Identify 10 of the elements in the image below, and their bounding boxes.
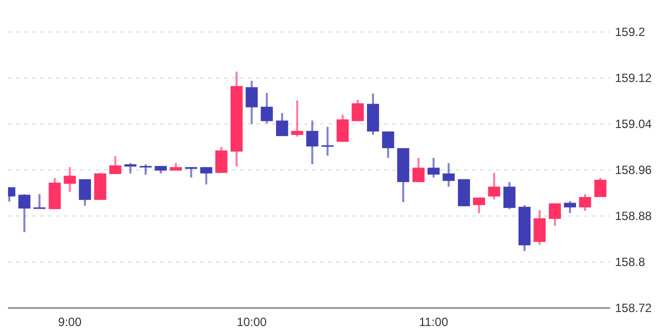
x-tick-label: 9:00 (58, 315, 82, 329)
y-tick-label: 158.72 (615, 301, 652, 316)
y-tick-label: 159.2 (615, 25, 646, 40)
x-tick-label: 11:00 (419, 315, 448, 329)
x-tick-label: 10:00 (236, 315, 268, 329)
y-tick-label: 158.88 (615, 209, 652, 224)
y-tick-label: 159.04 (615, 117, 652, 132)
y-tick-label: 158.96 (615, 163, 652, 178)
y-tick-label: 159.12 (615, 71, 652, 86)
y-tick-label: 158.8 (615, 255, 646, 270)
